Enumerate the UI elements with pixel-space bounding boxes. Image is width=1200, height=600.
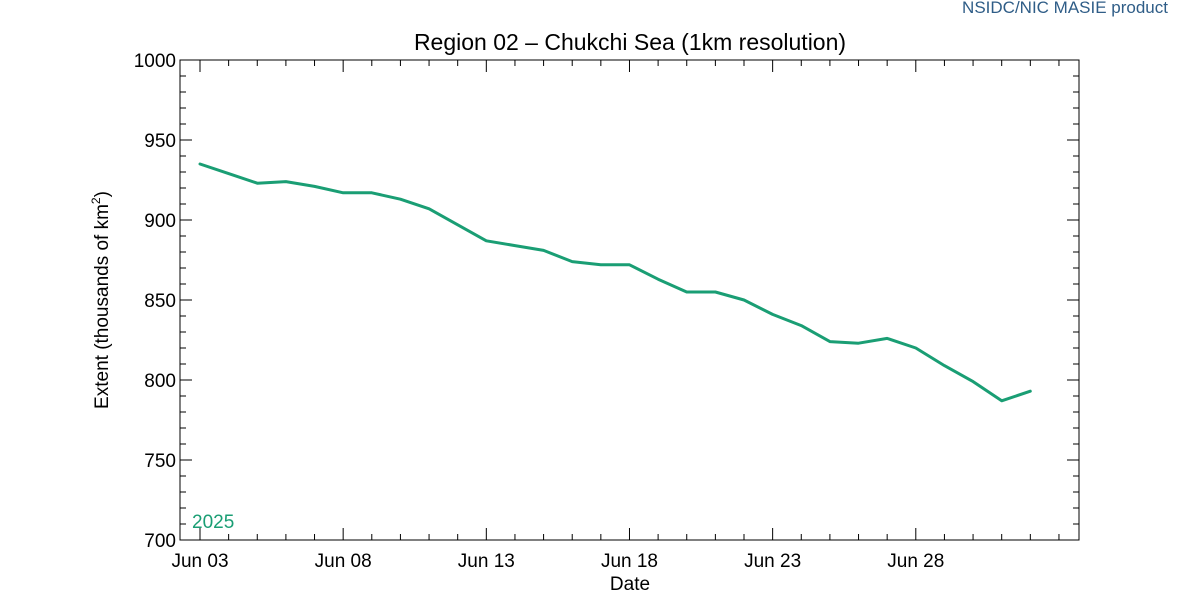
y-axis-label-end: ) — [92, 191, 113, 197]
x-axis-label: Date — [610, 574, 650, 595]
series-layer — [198, 162, 1032, 403]
x-tick-label: Jun 08 — [315, 551, 372, 572]
series-line-2025 — [198, 162, 1032, 403]
y-axis-ticks: 700 750 800 850 900 950 1000 — [134, 51, 1079, 552]
x-tick-label: Jun 28 — [887, 551, 944, 572]
x-tick-label: Jun 13 — [458, 551, 515, 572]
product-credit: NSIDC/NIC MASIE product — [962, 0, 1168, 17]
y-tick-label: 950 — [144, 131, 176, 152]
y-tick-label: 800 — [144, 371, 176, 392]
y-tick-label: 700 — [144, 531, 176, 552]
y-axis-label: Extent (thousands of km2) — [89, 191, 113, 409]
x-axis-ticks: Jun 03 Jun 08 Jun 13 Jun 18 Jun 23 Jun 28 — [171, 60, 1060, 572]
y-tick-label: 750 — [144, 451, 176, 472]
y-tick-label: 1000 — [134, 51, 176, 72]
y-tick-label: 900 — [144, 211, 176, 232]
x-tick-label: Jun 23 — [744, 551, 801, 572]
x-tick-label: Jun 03 — [171, 551, 228, 572]
y-axis-label-superscript: 2 — [89, 197, 103, 204]
x-tick-label: Jun 18 — [601, 551, 658, 572]
chart-title: Region 02 – Chukchi Sea (1km resolution) — [414, 29, 846, 55]
y-axis-label-main: Extent (thousands of km — [92, 204, 113, 409]
series-label-2025: 2025 — [192, 512, 234, 533]
y-tick-label: 850 — [144, 291, 176, 312]
plot-frame — [179, 59, 1080, 541]
